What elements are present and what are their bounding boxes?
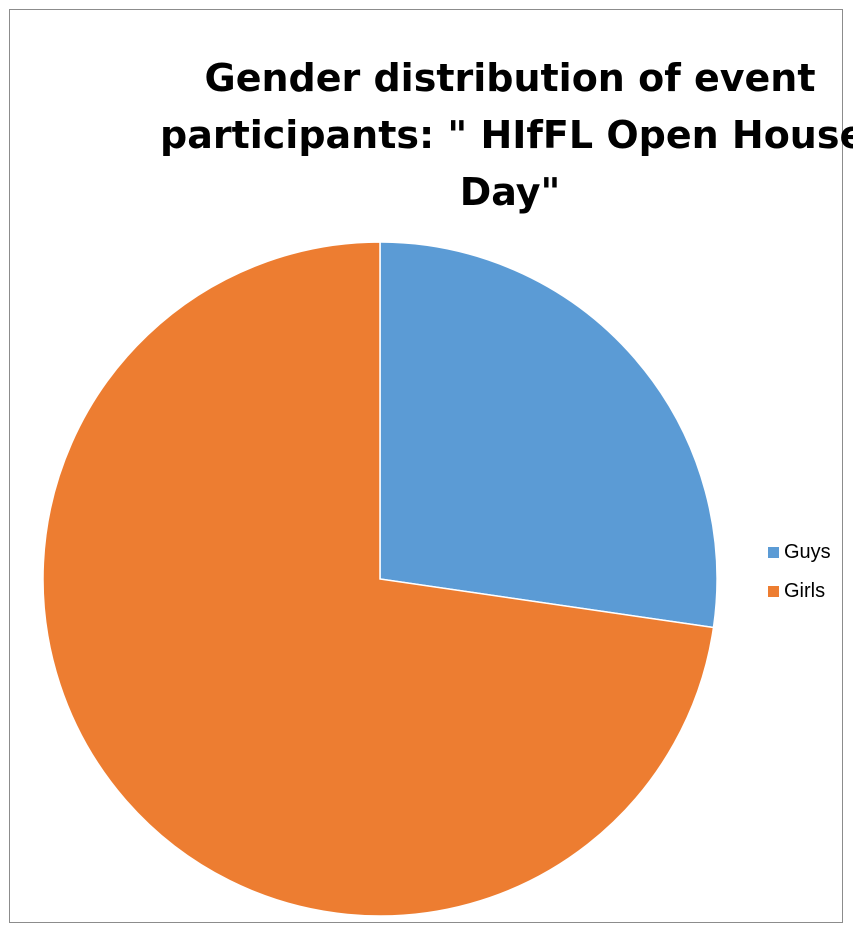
legend-label-girls: Girls: [784, 579, 826, 602]
chart-title-line-1: Gender distribution of event: [204, 56, 816, 100]
chart-title: Gender distribution of event participant…: [160, 50, 853, 221]
pie-slice-girls: [42, 241, 715, 917]
legend-label-guys: Guys: [784, 540, 831, 563]
legend-swatch-girls: [768, 585, 779, 597]
legend-item-girls: Girls: [768, 579, 831, 603]
legend-swatch-guys: [768, 546, 779, 558]
legend-item-guys: Guys: [768, 540, 831, 564]
pie-slice-guys: [379, 241, 718, 629]
legend: Guys Girls: [768, 540, 831, 618]
chart-title-line-2: participants: " HIfFL Open House: [160, 113, 853, 157]
chart-title-line-3: Day": [459, 170, 561, 214]
